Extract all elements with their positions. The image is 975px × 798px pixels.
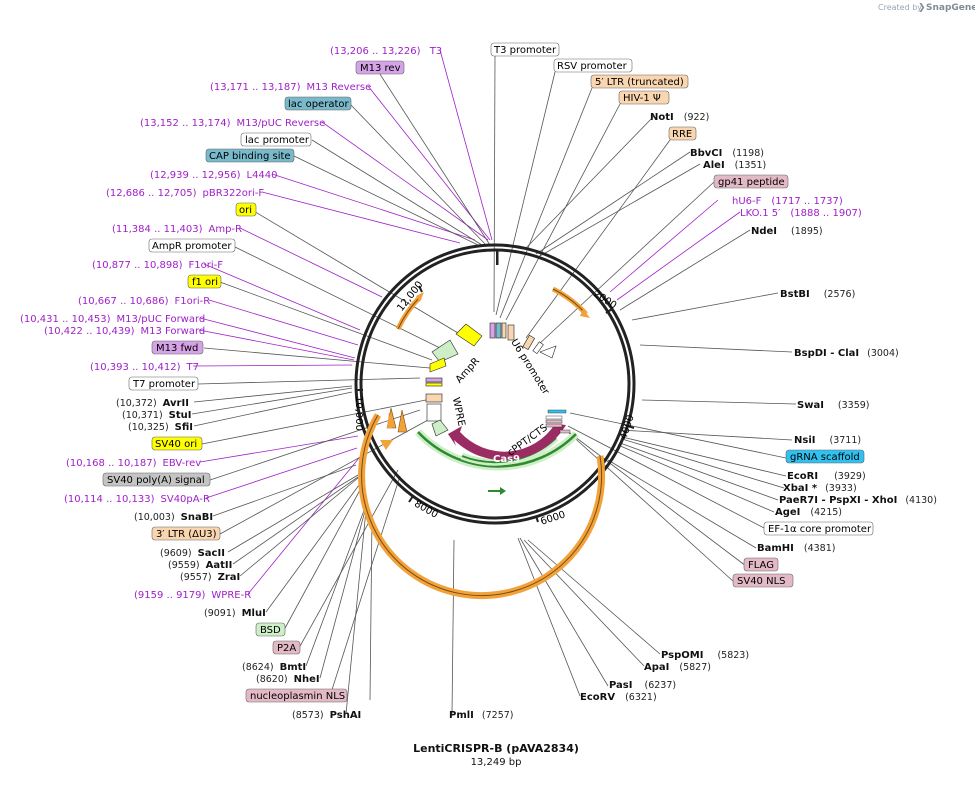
plasmid-length: 13,249 bp [471, 757, 522, 768]
label-hu6-f[interactable]: hU6-F (1717 .. 1737) [732, 196, 843, 207]
ampr-label: AmpR [454, 356, 482, 386]
label-pbr322ori[interactable]: (12,686 .. 12,705) pBR322ori-F [106, 188, 264, 199]
label-ebv-rev[interactable]: (10,168 .. 10,187) EBV-rev [66, 458, 201, 469]
brand-name: SnapGene [926, 3, 975, 13]
label-pshai[interactable]: (8573) PshAI [292, 710, 361, 721]
snapgene-logo-icon: ❯ [918, 3, 926, 13]
label-bbvci[interactable]: BbvCI (1198) [690, 148, 764, 159]
cas9-label: Cas9 [493, 454, 520, 465]
arrow-bsd [488, 487, 506, 495]
label-ndei[interactable]: NdeI (1895) [751, 226, 823, 237]
label-mlui[interactable]: (9091) MluI [204, 608, 266, 619]
label-rre[interactable]: RRE [672, 129, 692, 140]
label-ori[interactable]: ori [239, 205, 252, 216]
left-labels: (13,206 .. 13,226) T3 M13 rev (13,171 ..… [20, 46, 514, 721]
label-ecorv[interactable]: EcoRV (6321) [580, 692, 657, 703]
plasmid-title: LentiCRISPR-B (pAVA2834) 13,249 bp [413, 742, 579, 768]
label-stui[interactable]: (10,371) StuI [122, 410, 191, 421]
label-lac-promoter[interactable]: lac promoter [245, 135, 310, 146]
right-labels: T3 promoter RSV promoter 5′ LTR (truncat… [490, 42, 937, 703]
label-f1-ori[interactable]: f1 ori [192, 277, 218, 288]
label-t7-promoter[interactable]: T7 promoter [132, 379, 196, 390]
wpre-label: WPRE [450, 396, 467, 427]
arc-puro [417, 431, 577, 468]
label-m13-forward[interactable]: (10,422 .. 10,439) M13 Forward [44, 326, 205, 337]
label-3-ltr[interactable]: 3′ LTR (ΔU3) [156, 529, 217, 540]
label-bmti[interactable]: (8624) BmtI [242, 662, 306, 673]
label-lac-operator[interactable]: lac operator [288, 99, 349, 110]
label-rsv-promoter[interactable]: RSV promoter [557, 61, 628, 72]
label-nsii[interactable]: NsiI (3711) [794, 435, 861, 446]
label-nhei[interactable]: (8620) NheI [256, 674, 320, 685]
label-bamhi[interactable]: BamHI (4381) [757, 543, 835, 554]
label-wpre-r[interactable]: (9159 .. 9179) WPRE-R [134, 590, 251, 601]
label-pmli[interactable]: PmlI (7257) [449, 710, 514, 721]
label-lko1[interactable]: LKO.1 5′ (1888 .. 1907) [740, 208, 862, 219]
label-m13-puc-forward[interactable]: (10,431 .. 10,453) M13/pUC Forward [20, 314, 205, 325]
label-pspomi[interactable]: PspOMI (5823) [661, 650, 749, 661]
label-xbai[interactable]: XbaI * (3933) [783, 483, 857, 494]
label-sfii[interactable]: (10,325) SfiI [128, 422, 193, 433]
label-amp-r-primer[interactable]: (11,384 .. 11,403) Amp-R [112, 224, 242, 235]
label-bsd[interactable]: BSD [260, 625, 281, 636]
label-sv40-polya[interactable]: SV40 poly(A) signal [107, 475, 205, 486]
label-t7-primer[interactable]: (10,393 .. 10,412) T7 [90, 362, 199, 373]
label-m13-fwd[interactable]: M13 fwd [156, 343, 198, 354]
label-zrai[interactable]: (9557) ZraI [180, 572, 240, 583]
label-alei[interactable]: AleI (1351) [703, 160, 766, 171]
label-agei[interactable]: AgeI (4215) [775, 507, 842, 518]
brand-created-by: Created by [878, 3, 922, 12]
label-ef1a[interactable]: EF-1α core promoter [768, 524, 872, 535]
label-swai[interactable]: SwaI (3359) [797, 400, 870, 411]
label-ampr-promoter[interactable]: AmpR promoter [152, 241, 232, 252]
label-t3-primer[interactable]: (13,206 .. 13,226) T3 [330, 46, 442, 57]
label-f1ori-f[interactable]: (10,877 .. 10,898) F1ori-F [92, 260, 223, 271]
label-5-ltr[interactable]: 5′ LTR (truncated) [595, 77, 684, 88]
inner-features: U6 promoter AmpR WPRE [425, 322, 571, 437]
label-grna-scaffold[interactable]: gRNA scaffold [790, 452, 860, 463]
leader-lines [191, 49, 797, 715]
label-m13-puc-reverse[interactable]: (13,152 .. 13,174) M13/pUC Reverse [140, 118, 325, 129]
label-sv40pa-r[interactable]: (10,114 .. 10,133) SV40pA-R [64, 494, 210, 505]
label-snabi[interactable]: (10,003) SnaBI [134, 512, 213, 523]
label-paer7i[interactable]: PaeR7I - PspXI - XhoI (4130) [779, 495, 937, 506]
label-hiv-psi[interactable]: HIV-1 Ψ [623, 93, 661, 104]
snapgene-brand: Created by ❯ SnapGene [878, 3, 975, 13]
label-m13-rev[interactable]: M13 rev [360, 63, 401, 74]
label-avrii[interactable]: (10,372) AvrII [116, 398, 189, 409]
label-sv40-ori[interactable]: SV40 ori [155, 439, 197, 450]
plasmid-name: LentiCRISPR-B (pAVA2834) [413, 742, 579, 755]
label-ecori[interactable]: EcoRI (3929) [787, 471, 866, 482]
label-p2a[interactable]: P2A [277, 643, 296, 654]
arc-rre [551, 286, 588, 316]
label-aatii[interactable]: (9559) AatII [168, 560, 232, 571]
label-sacii[interactable]: (9609) SacII [160, 548, 225, 559]
label-noti[interactable]: NotI (922) [650, 112, 709, 123]
tick-8000: 8000 [412, 499, 440, 521]
origin-marker [496, 250, 499, 265]
tick-6000: 6000 [539, 509, 567, 527]
backbone [354, 243, 636, 525]
tick-10000: 10,000 [353, 396, 364, 431]
label-flag[interactable]: FLAG [748, 560, 774, 571]
label-l4440[interactable]: (12,939 .. 12,956) L4440 [150, 170, 278, 181]
label-sv40-nls[interactable]: SV40 NLS [737, 576, 786, 587]
label-f1ori-r[interactable]: (10,667 .. 10,686) F1ori-R [78, 296, 210, 307]
label-t3-promoter[interactable]: T3 promoter [493, 45, 557, 56]
label-gp41[interactable]: gp41 peptide [718, 177, 785, 188]
feature-arcs [358, 286, 606, 600]
label-m13-reverse[interactable]: (13,171 .. 13,187) M13 Reverse [210, 82, 371, 93]
label-cap-binding[interactable]: CAP binding site [209, 151, 291, 162]
label-bstbi[interactable]: BstBI (2576) [780, 289, 855, 300]
label-apai[interactable]: ApaI (5827) [644, 662, 711, 673]
label-pasi[interactable]: PasI (6237) [609, 680, 676, 691]
label-bspdi-clai[interactable]: BspDI - ClaI (3004) [794, 348, 899, 359]
label-nucleoplasmin-nls[interactable]: nucleoplasmin NLS [250, 691, 345, 702]
